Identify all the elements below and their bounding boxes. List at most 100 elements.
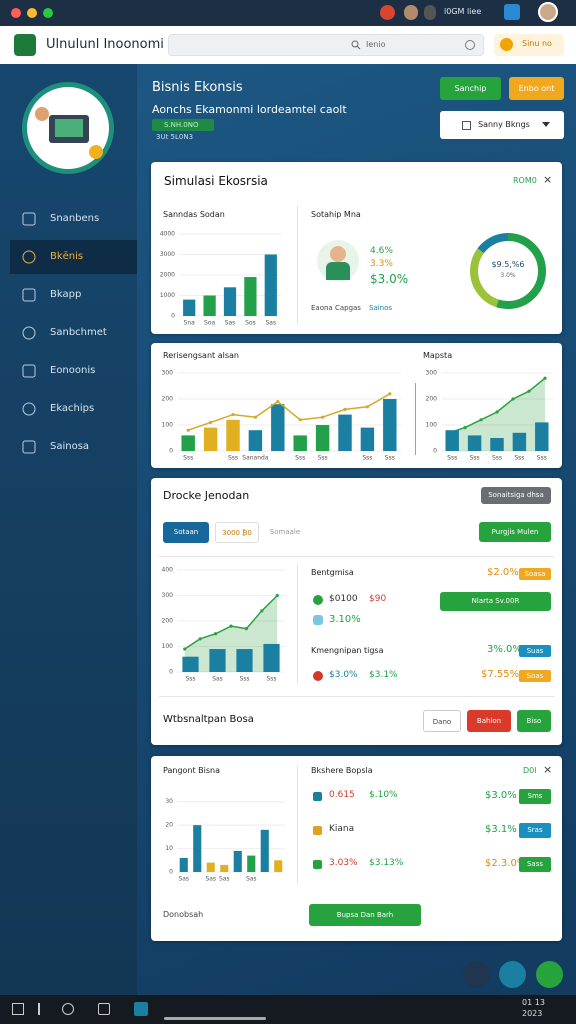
bar-chart: 0 1000 2000 3000 4000 Sna Soa Sas Sos Sas [160,231,281,327]
close-icon[interactable]: × [543,763,553,776]
task-icon[interactable] [12,1003,24,1015]
y-tick-label: 100 [426,422,438,429]
label: Sainos [369,304,393,312]
x-tick-label: Sss [239,676,249,683]
donut-sub: 3.0% [500,272,516,279]
task-icon[interactable] [38,1003,48,1015]
footer-button[interactable]: Dano [423,710,461,732]
fab[interactable] [463,961,490,988]
sidebar-item[interactable]: Bkapp [10,278,137,312]
point [186,428,190,432]
section-title: Bentgmisa [311,568,354,577]
y-tick-label: 30 [165,798,173,805]
sidebar-item[interactable]: Ekachips [10,392,137,426]
max-dot[interactable] [43,8,53,18]
close-dot[interactable] [11,8,21,18]
sidebar-label: Bkapp [50,289,82,300]
primary-button[interactable]: Bupsa Dan Barh [309,904,421,926]
header-button[interactable]: Sanchip [440,77,501,100]
top-button[interactable]: Sonaitsiga dhsa [481,487,551,504]
sidebar-item[interactable]: Snanbens [10,202,137,236]
donut-center: $9.5,%6 [491,260,525,269]
card-summary: Pangont Bisna 0 10 20 30 Sas Sas Sas Sas Bksher… [151,756,562,941]
task-icon[interactable] [62,1003,74,1015]
card-detail: Drocke Jenodan Sonaitsiga dhsa Sotaan 30… [151,478,562,745]
x-tick-label: Sas [265,320,276,327]
avatar [317,240,359,282]
badge: Sms [519,789,551,804]
header-button[interactable]: Enbo ont [509,77,564,100]
page-subtitle: Aonchs Ekamonmi lordeamtel caolt [152,103,347,116]
action-button[interactable]: Sinu no [494,34,564,56]
card-tag: ROM0 [513,176,537,185]
row-amount: $3.1% [485,824,517,835]
footer-button[interactable]: Bahlon [467,710,511,732]
section-title: Sanndas Sodan [163,210,225,219]
fab[interactable] [499,961,526,988]
section-title: Sotahip Mna [311,210,361,219]
sidebar-label: Sainosa [50,441,90,452]
row-button[interactable]: Nlarta Sv.00R [440,592,551,611]
dropdown[interactable]: Sanny Bkngs [440,111,564,139]
tab[interactable]: Somaale [269,528,301,536]
donut-chart [470,233,546,309]
profile[interactable] [538,2,558,22]
x-tick-label: Sss [362,455,372,462]
app-icon[interactable] [504,4,520,20]
app-title: Ulnulunl Inoonomi [46,37,164,52]
sidebar-item[interactable]: Bkēnis [10,240,137,274]
stat-main: $3.0% [370,272,409,286]
x-tick-label: Sss [385,455,395,462]
dropdown-text: Sanny Bkngs [478,120,530,129]
action-button[interactable]: Purgjis Mulen [479,522,551,542]
task-icon[interactable] [134,1002,148,1016]
row-value: 3.03% [329,858,358,868]
bar [274,860,283,872]
user-icon[interactable] [404,5,418,20]
close-icon[interactable]: × [543,173,553,186]
y-tick-label: 100 [162,422,174,429]
y-tick-label: 200 [162,618,174,625]
tab-active[interactable]: Sotaan [163,522,209,543]
line [187,393,391,431]
bar [233,850,242,872]
point [298,418,302,422]
section-title: Kmengnipan tigsa [311,646,384,655]
donut-segment [470,233,546,309]
sidebar-item[interactable]: Sainosa [10,430,137,464]
notif-icon[interactable] [380,5,395,20]
header: Ulnulunl Inoonomi Ienio Sinu no [0,26,576,64]
sidebar-label: Ekachips [50,403,95,414]
fab[interactable] [536,961,563,988]
min-dot[interactable] [27,8,37,18]
point [198,637,202,641]
sidebar-item[interactable]: Sanbchmet [10,316,137,350]
x-tick-label: Sos [245,320,256,327]
icon-shape [22,212,36,226]
row-value: $3.1% [369,670,398,680]
action-text: Sinu no [522,39,552,48]
footer-button[interactable]: Biso [517,710,551,732]
point [244,627,249,631]
row-value: $3.0% [329,670,358,680]
tab[interactable]: 3000 ₿0 [215,522,259,543]
task-icon[interactable] [98,1003,110,1015]
point [260,609,264,613]
bar [467,435,482,451]
search-box[interactable]: Ienio [168,34,484,56]
avatar [22,82,114,174]
bar [244,277,257,316]
mic-icon[interactable] [465,40,475,50]
bar [260,829,269,872]
taskbar: 01 13 2023 [0,995,576,1024]
icon [313,615,323,625]
icon [313,595,323,605]
donut-segment [470,233,546,309]
point [183,647,187,651]
sidebar-item[interactable]: Eonoonis [10,354,137,388]
clock: 01 13 [522,998,545,1007]
user-icon[interactable] [424,5,436,20]
y-tick-label: 0 [169,669,173,676]
point [479,418,483,422]
